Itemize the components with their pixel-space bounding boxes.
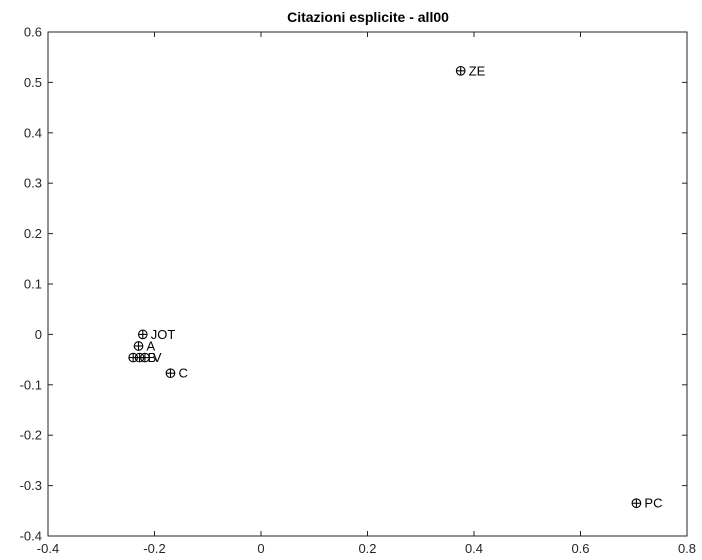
point-label: B (148, 350, 157, 365)
y-tick-label: 0.3 (24, 176, 42, 191)
point-label: JOT (151, 327, 176, 342)
point-label: V (153, 350, 162, 365)
y-tick-label: -0.1 (20, 377, 42, 392)
data-point: C (165, 366, 188, 381)
x-tick-label: 0.2 (358, 541, 376, 556)
x-tick-label: 0.4 (465, 541, 483, 556)
y-tick-label: -0.2 (20, 428, 42, 443)
point-label: A (147, 338, 156, 353)
data-point: A (133, 338, 156, 353)
x-tick-label: 0 (257, 541, 264, 556)
y-tick-label: 0.5 (24, 75, 42, 90)
y-tick-label: -0.3 (20, 478, 42, 493)
x-tick-label: 0.6 (571, 541, 589, 556)
point-label: C (178, 366, 187, 381)
point-label: ZE (469, 63, 486, 78)
y-tick-label: 0.4 (24, 125, 42, 140)
data-point: V (140, 350, 162, 365)
y-tick-label: 0.2 (24, 226, 42, 241)
data-point: JOT (137, 327, 176, 342)
y-tick-label: -0.4 (20, 529, 42, 544)
y-tick-label: 0.1 (24, 277, 42, 292)
plot-area-frame (47, 31, 688, 537)
point-label: PC (644, 496, 662, 511)
x-tick-label: -0.2 (143, 541, 165, 556)
y-tick-label: 0.6 (24, 25, 42, 40)
x-tick-label: -0.4 (37, 541, 59, 556)
x-tick-label: 0.8 (678, 541, 696, 556)
data-point: ZE (455, 63, 486, 78)
chart-title: Citazioni esplicite - all00 (287, 9, 449, 25)
y-axis: -0.4 -0.3 -0.2 -0.1 0 0.1 0.2 0.3 0.4 0.5 0.6 (20, 25, 687, 544)
x-axis: -0.4 -0.2 0 0.2 0.4 0.6 0.8 (37, 32, 696, 556)
data-point: PC (631, 496, 662, 511)
y-tick-label: 0 (35, 327, 42, 342)
